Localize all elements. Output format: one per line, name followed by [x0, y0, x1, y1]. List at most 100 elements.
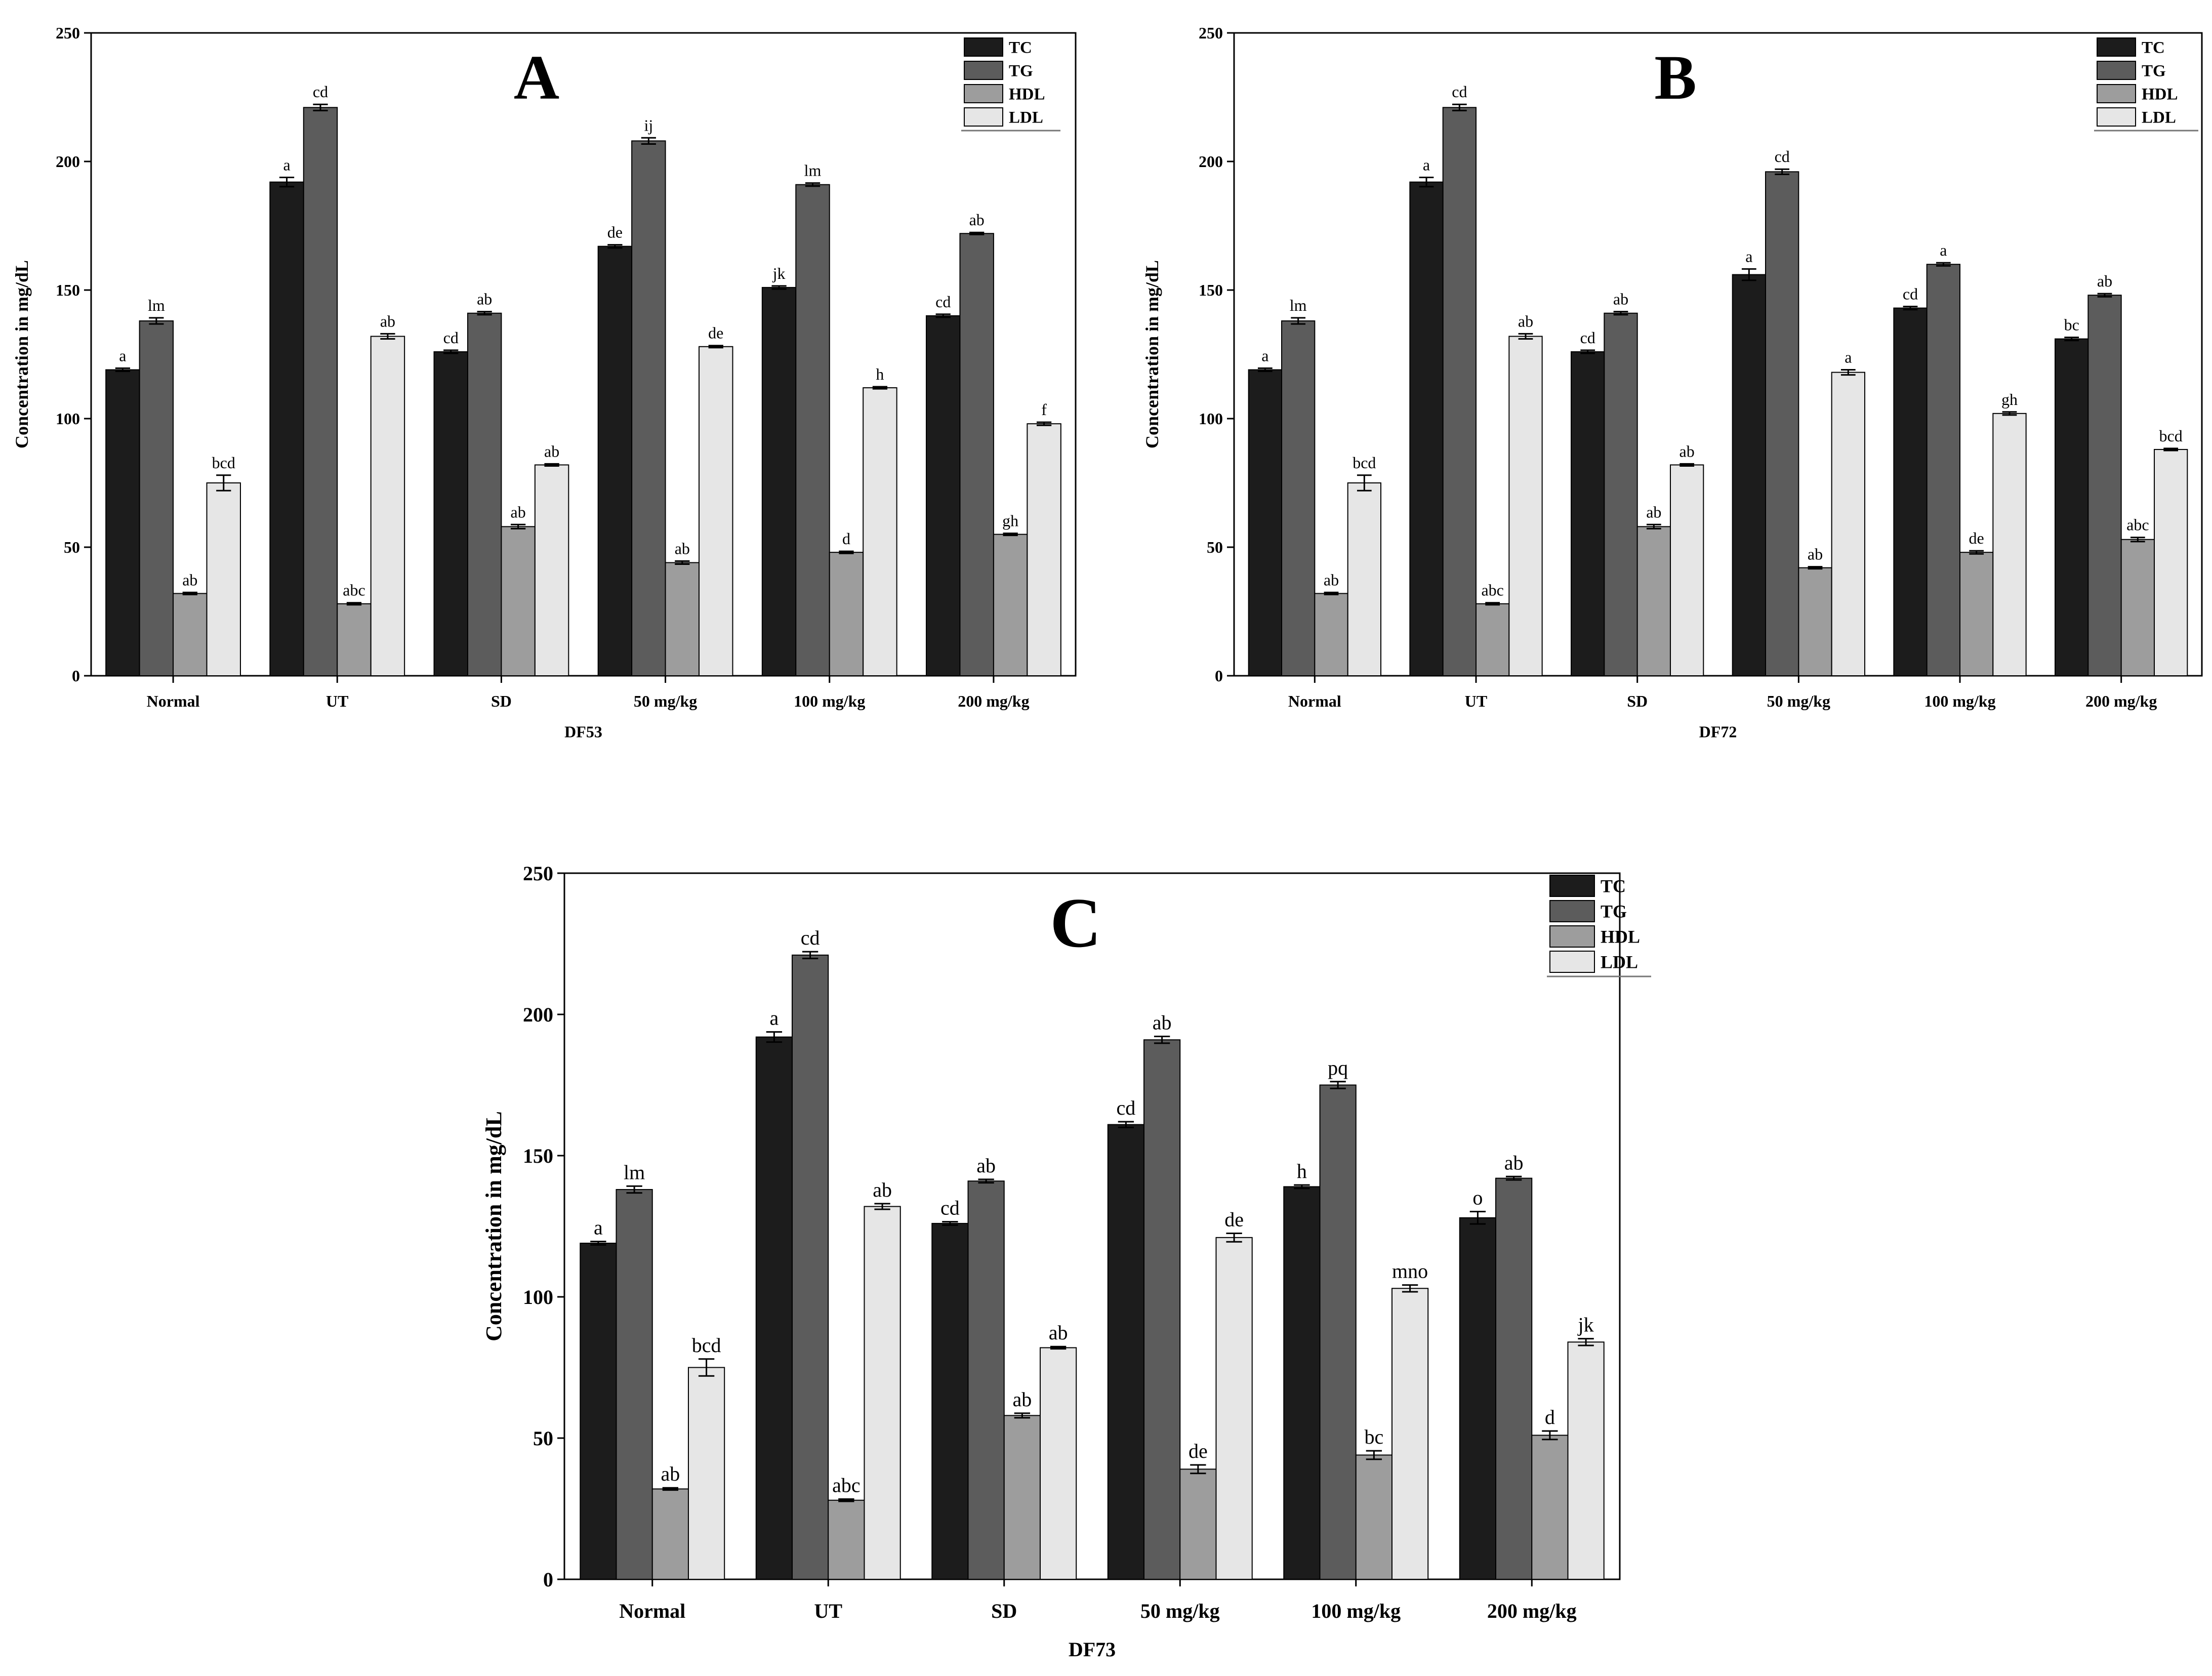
bar-tc-2	[1571, 351, 1605, 676]
x-tick-label: UT	[326, 692, 348, 710]
y-tick-label: 200	[523, 1003, 553, 1026]
x-tick-label: 100 mg/kg	[794, 692, 865, 710]
significance-label-hdl: ab	[661, 1462, 680, 1485]
y-tick-label: 0	[543, 1568, 553, 1591]
bar-hdl-1	[1476, 603, 1510, 677]
y-tick-label: 250	[56, 24, 80, 42]
legend-label-tg: TG	[1009, 62, 1033, 80]
x-tick-label: 200 mg/kg	[2085, 692, 2157, 710]
legend-swatch-hdl	[2097, 84, 2136, 103]
significance-label-tc: a	[770, 1007, 779, 1030]
bar-ldl-3	[1215, 1237, 1253, 1580]
bar-tg-4	[1926, 264, 1961, 676]
bar-hdl-2	[1003, 1415, 1041, 1580]
bar-hdl-4	[829, 552, 864, 677]
plot-frame	[563, 872, 1621, 1580]
y-axis-title: Concentration in mg/dL	[481, 1111, 506, 1341]
legend-label-hdl: HDL	[1601, 927, 1640, 947]
bar-tg-0	[1281, 320, 1316, 676]
significance-label-ldl: ab	[1049, 1321, 1068, 1344]
significance-label-hdl: d	[1545, 1406, 1555, 1428]
significance-label-tc: a	[119, 346, 126, 364]
significance-label-tc: a	[1423, 155, 1430, 174]
significance-label-hdl: ab	[1808, 545, 1823, 563]
significance-label-tg: lm	[804, 161, 822, 180]
significance-label-ldl: bcd	[692, 1334, 721, 1357]
bar-hdl-0	[173, 593, 208, 676]
x-tick-label: 50 mg/kg	[634, 692, 697, 710]
bar-tc-2	[931, 1222, 969, 1580]
significance-label-ldl: ab	[1518, 312, 1533, 330]
significance-label-hdl: abc	[832, 1474, 861, 1497]
significance-label-hdl: d	[842, 529, 850, 548]
significance-label-ldl: bcd	[1353, 454, 1376, 472]
significance-label-tc: cd	[1117, 1096, 1136, 1119]
x-tick-label: 200 mg/kg	[958, 692, 1029, 710]
y-tick-label: 50	[533, 1427, 553, 1450]
significance-label-tg: ab	[969, 211, 985, 229]
bar-tg-2	[467, 312, 502, 676]
significance-label-hdl: ab	[1646, 503, 1661, 521]
bar-hdl-0	[651, 1488, 689, 1580]
bar-ldl-3	[699, 346, 733, 676]
significance-label-tc: a	[1261, 346, 1268, 364]
significance-label-tg: ab	[2097, 272, 2112, 290]
chart-panel-b: 0 50 100 150 200 250 Concentration in mg/dL Nor…	[1114, 0, 2212, 774]
chart-c-svg: 0 50 100 150 200 250 Concentration in mg/dL Nor…	[481, 862, 1651, 1661]
bar-tg-0	[616, 1189, 653, 1580]
bar-tc-0	[1248, 369, 1283, 676]
bar-tc-5	[1459, 1217, 1497, 1580]
bar-tg-5	[959, 233, 994, 676]
significance-label-tg: cd	[313, 83, 328, 101]
significance-label-tg: a	[1940, 241, 1947, 259]
bar-ldl-0	[206, 482, 241, 676]
significance-label-hdl: ab	[182, 570, 197, 589]
legend-label-tg: TG	[2142, 62, 2166, 80]
legend-swatch-tc	[964, 37, 1003, 57]
bar-tg-1	[1442, 107, 1477, 677]
significance-label-hdl: bc	[1364, 1425, 1383, 1448]
bar-tg-3	[1143, 1039, 1181, 1580]
bar-tc-3	[597, 246, 633, 676]
x-tick-label: SD	[1627, 692, 1648, 710]
significance-label-hdl: abc	[343, 581, 365, 599]
bar-tc-1	[1409, 181, 1444, 676]
bar-tg-2	[967, 1180, 1005, 1580]
significance-label-tc: h	[1297, 1160, 1307, 1182]
x-axis-title: DF72	[1699, 723, 1737, 741]
bar-ldl-1	[1508, 336, 1543, 676]
y-tick-label: 100	[523, 1286, 553, 1309]
significance-label-hdl: de	[1189, 1440, 1208, 1462]
legend-swatch-tc	[2097, 37, 2136, 57]
legend-swatch-tg	[1549, 900, 1595, 922]
legend-swatch-ldl	[1549, 951, 1595, 973]
chart-panel-c: 0 50 100 150 200 250 Concentration in mg/dL Nor…	[476, 830, 1701, 1676]
bar-ldl-4	[1992, 413, 2027, 676]
significance-label-tg: ab	[1613, 290, 1628, 308]
y-tick-label: 250	[523, 862, 553, 885]
significance-label-tc: cd	[940, 1197, 960, 1219]
legend-label-ldl: LDL	[1009, 109, 1043, 127]
chart-a-svg: 0 50 100 150 200 250 Concentration in mg/dL Nor…	[12, 24, 1077, 741]
significance-label-tg: ab	[976, 1154, 996, 1177]
bar-ldl-5	[1027, 423, 1061, 676]
bar-ldl-0	[1347, 482, 1381, 676]
significance-label-hdl: abc	[2126, 516, 2149, 534]
bar-hdl-5	[993, 534, 1028, 676]
significance-label-tg: lm	[1290, 296, 1307, 314]
significance-label-hdl: abc	[1481, 581, 1503, 599]
significance-label-tg: ab	[477, 290, 492, 308]
bar-tc-0	[580, 1242, 617, 1580]
significance-label-ldl: gh	[2001, 390, 2018, 408]
x-tick-label: UT	[814, 1600, 842, 1622]
significance-label-hdl: gh	[1002, 512, 1018, 530]
legend-label-hdl: HDL	[1009, 86, 1045, 104]
y-tick-label: 250	[1199, 24, 1223, 42]
x-tick-label: 200 mg/kg	[1487, 1600, 1577, 1622]
significance-label-ldl: ab	[1680, 442, 1695, 460]
x-tick-label: UT	[1465, 692, 1487, 710]
bar-ldl-1	[864, 1206, 901, 1580]
x-tick-label: 50 mg/kg	[1140, 1600, 1220, 1622]
bar-ldl-0	[687, 1367, 725, 1580]
significance-label-tc: de	[607, 223, 623, 241]
